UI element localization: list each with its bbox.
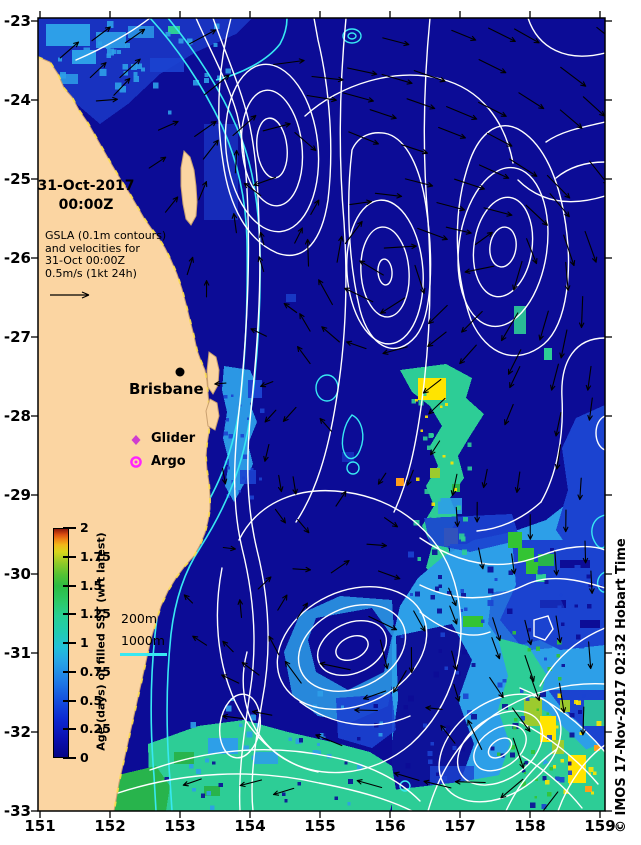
depth-label-1000m: 1000m: [121, 633, 165, 648]
y-tick-label: -27: [3, 328, 31, 346]
x-tick-label: 156: [374, 817, 406, 835]
y-tick-label: -24: [3, 91, 31, 109]
y-tick-label: -33: [3, 802, 31, 820]
gsla-info-line: 0.5m/s (1kt 24h): [45, 266, 137, 280]
y-tick-label: -28: [3, 407, 31, 425]
y-tick-label: -29: [3, 486, 31, 504]
argo-legend-label: Argo: [151, 454, 186, 469]
colorbar-label: Age (days) of filled SST (wrt latest): [94, 532, 108, 751]
colorbar-tick-value: 0.5: [80, 692, 103, 708]
gsla-info-line: 31-Oct 00:00Z: [45, 254, 126, 267]
glider-marker-icon: [131, 435, 141, 445]
brisbane-label: Brisbane: [129, 380, 204, 398]
colorbar-tick-mark: [63, 670, 76, 673]
depth-label-200m: 200m: [121, 611, 158, 626]
colorbar-tick-mark: [63, 728, 76, 731]
velocity-scale-arrow: [50, 291, 90, 299]
colorbar-tick-mark: [63, 757, 76, 759]
colorbar-tick-value: 0: [80, 750, 89, 765]
colorbar-tick-value: 0.75: [80, 663, 111, 679]
velocity-arrows: [59, 26, 605, 811]
sst-age-speckles: [57, 21, 602, 810]
x-tick-label: 151: [24, 817, 56, 835]
brisbane-city-dot: [175, 367, 185, 377]
stradbroke-island: [205, 398, 220, 431]
x-tick-label: 157: [444, 817, 476, 835]
gsla-info-text: GSLA (0.1m contours) and velocities for …: [45, 229, 167, 280]
gsla-info-line: GSLA (0.1m contours): [45, 229, 167, 242]
x-tick-label: 155: [304, 817, 336, 835]
y-tick-label: -30: [3, 565, 31, 583]
date-line1: 31-Oct-2017: [37, 178, 135, 194]
colorbar-tick-mark: [63, 584, 76, 587]
x-tick-label: 154: [234, 817, 266, 835]
x-tick-label: 153: [164, 817, 196, 835]
colorbar-tick-mark: [63, 555, 76, 558]
y-tick-label: -23: [3, 12, 31, 30]
colorbar-tick-value: 1.25: [80, 606, 111, 622]
credit-text: © IMOS 17-Nov-2017 02:32 Hobart Time: [614, 538, 629, 833]
colorbar-tick-mark: [63, 699, 76, 702]
colorbar-tick-value: 1.5: [80, 577, 103, 593]
colorbar-tick-mark: [63, 642, 76, 644]
date-line2: 00:00Z: [58, 197, 114, 213]
fraser-island: [180, 149, 198, 226]
date-label: 31-Oct-2017 00:00Z: [30, 177, 142, 215]
colorbar-tick-mark: [63, 527, 76, 529]
colorbar-tick-value: 2: [80, 520, 89, 535]
y-tick-label: -26: [3, 249, 31, 267]
x-tick-label: 158: [514, 817, 546, 835]
gsla-info-line: and velocities for: [45, 241, 140, 255]
land-mass: [38, 56, 220, 811]
glider-legend-label: Glider: [151, 431, 196, 446]
colorbar-tick-value: 0.25: [80, 721, 111, 737]
colorbar-tick-value: 1: [80, 635, 89, 650]
argo-marker-icon: [130, 456, 142, 468]
y-tick-label: -25: [3, 170, 31, 188]
colorbar-tick-value: 1.75: [80, 548, 111, 564]
gsla-contours: [75, 18, 605, 811]
x-tick-label: 152: [94, 817, 126, 835]
x-tick-label: 159: [584, 817, 616, 835]
y-tick-label: -32: [3, 723, 31, 741]
colorbar-tick-mark: [63, 613, 76, 616]
y-tick-label: -31: [3, 644, 31, 662]
axis-ticks: [31, 11, 612, 818]
depth-legend-line: [120, 653, 167, 656]
map-frame: [37, 17, 606, 812]
